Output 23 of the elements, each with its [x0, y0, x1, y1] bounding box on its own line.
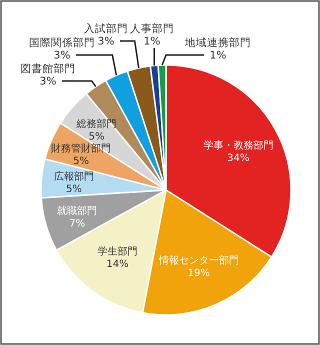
slice-label: 入試部門	[84, 22, 128, 35]
data-label: 1%	[210, 50, 226, 62]
slice-label: 広報部門	[54, 170, 94, 182]
slice-label: 人事部門	[130, 22, 174, 35]
slice-label: 学事・教務部門	[203, 139, 274, 152]
data-label: 3%	[54, 50, 70, 62]
data-label: 5%	[88, 131, 105, 142]
slice-label: 情報センター部門	[158, 254, 239, 267]
slice-label: 学生部門	[98, 246, 138, 258]
slice-label: 国際関係部門	[29, 36, 95, 49]
data-label: 7%	[69, 218, 86, 230]
slice-label: 図書館部門	[20, 62, 76, 75]
slice-label: 就職部門	[57, 204, 98, 217]
slice-label: 財務管財部門	[51, 142, 112, 154]
data-label: 14%	[106, 259, 129, 270]
data-label: 5%	[66, 184, 82, 195]
data-label: 34%	[227, 152, 250, 164]
data-label: 5%	[73, 156, 90, 167]
data-label: 3%	[98, 36, 114, 48]
data-label: 1%	[144, 36, 160, 48]
data-label: 3%	[40, 76, 56, 88]
slice-label: 地域連携部門	[184, 36, 251, 49]
data-label: 19%	[188, 268, 210, 280]
